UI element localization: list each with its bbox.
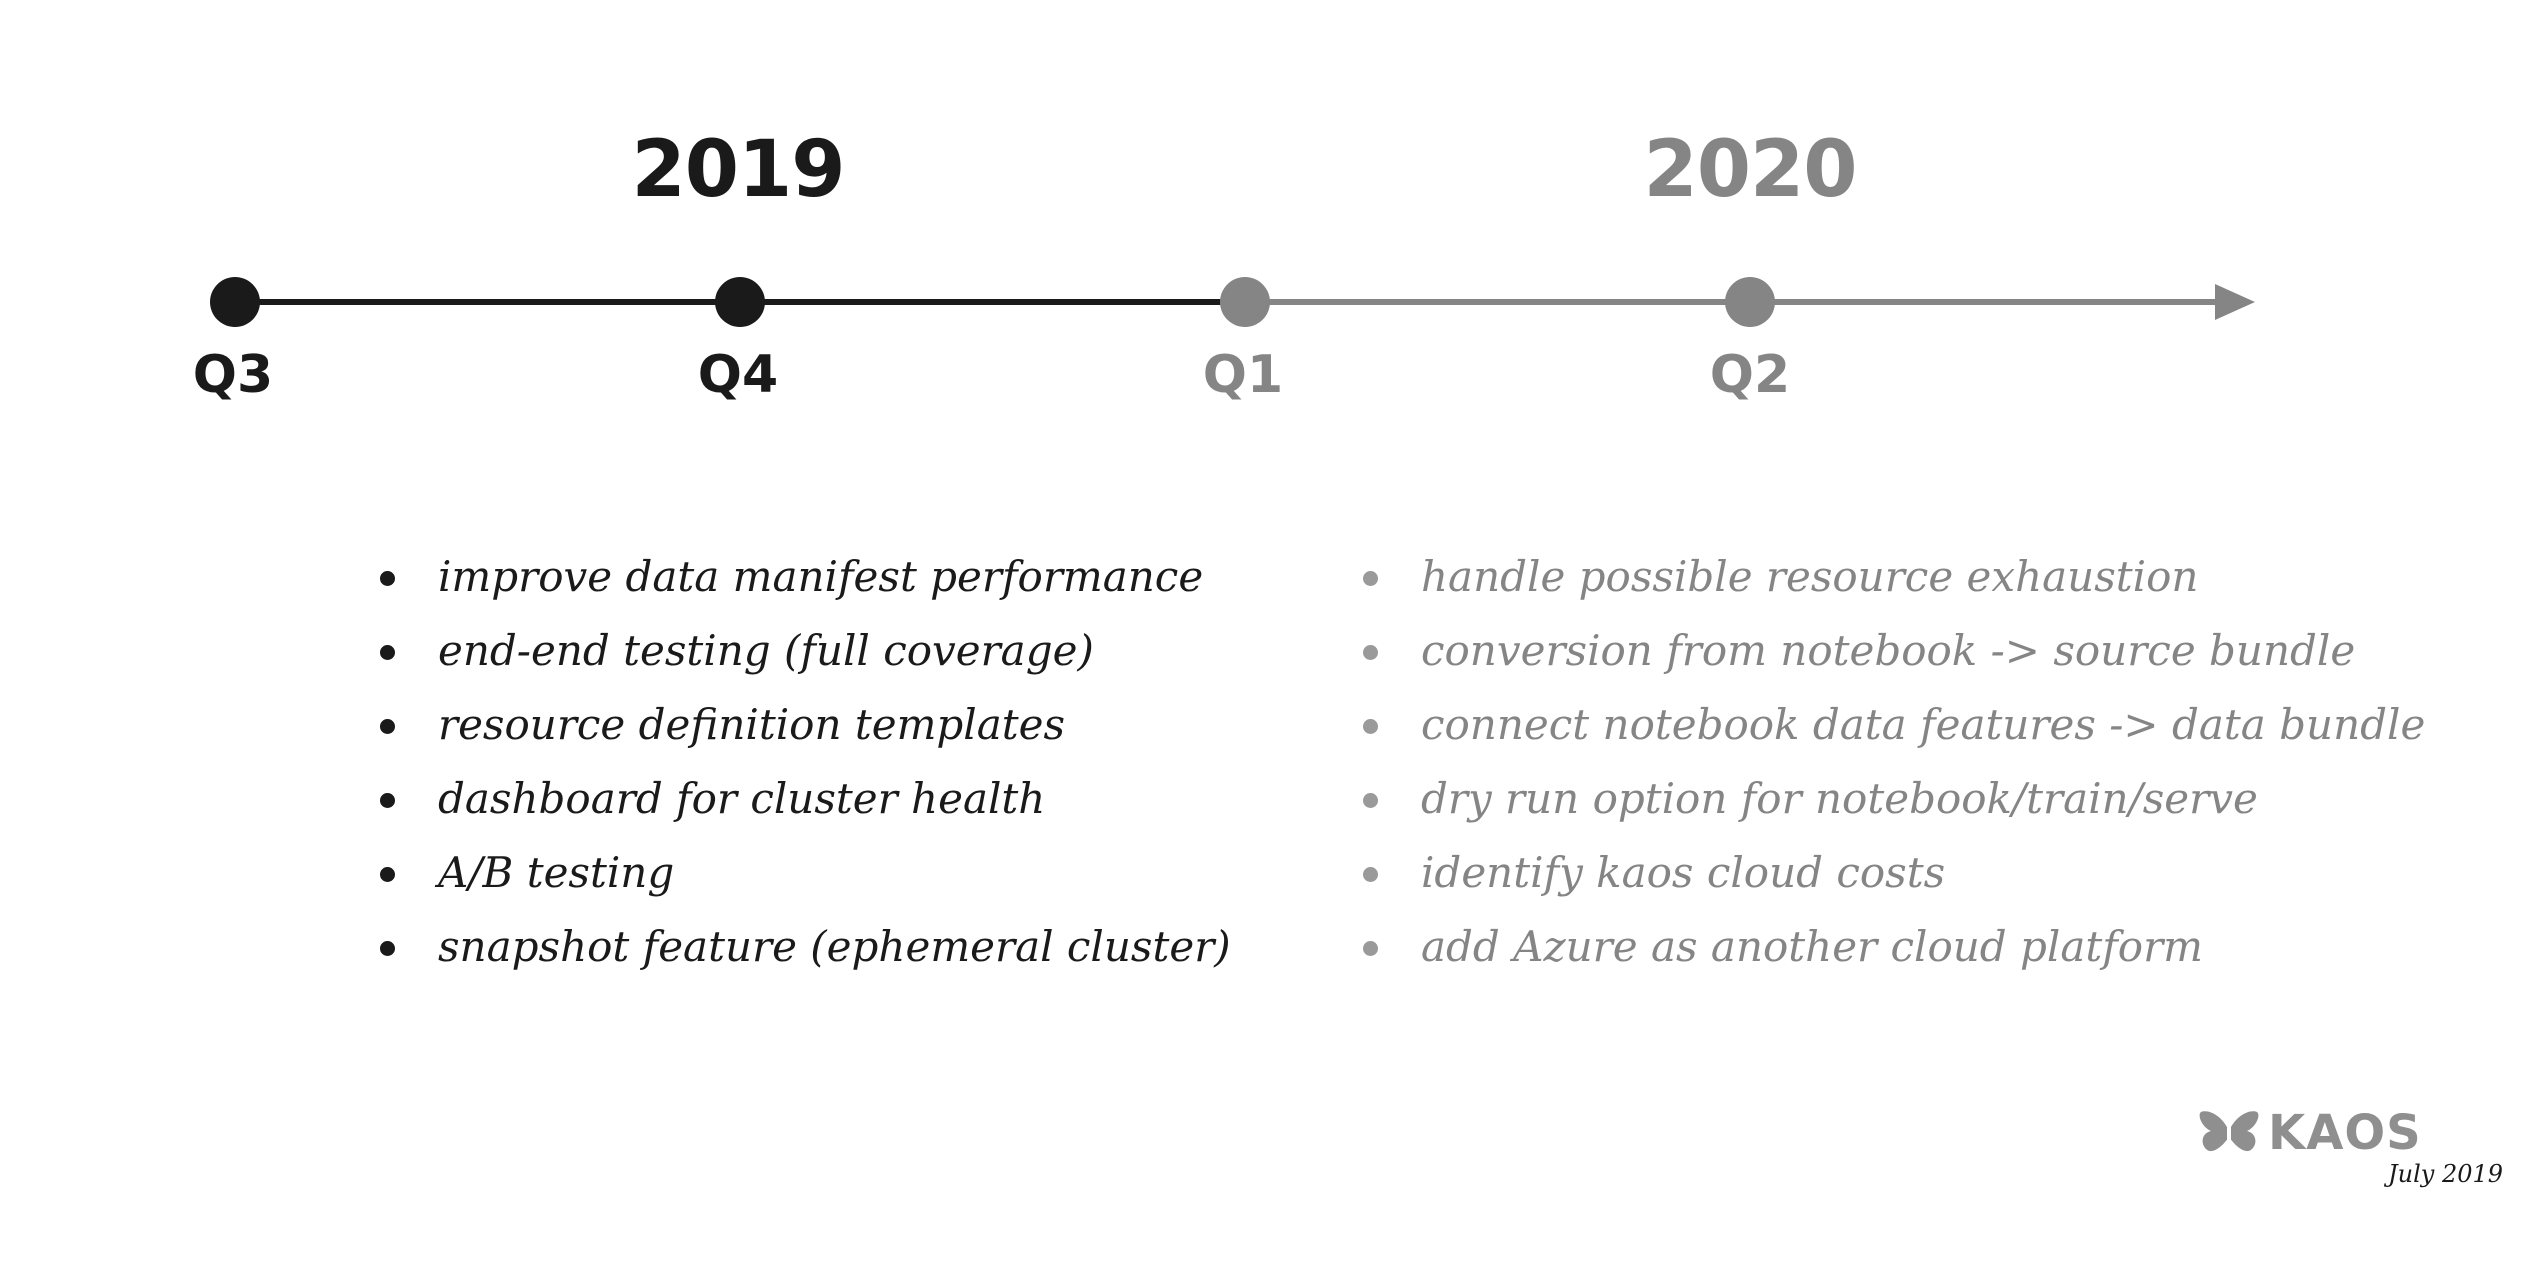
date-stamp: July 2019 [2388,1160,2504,1188]
kaos-logo: KAOS [2198,1105,2422,1161]
list-item: connect notebook data features -> data b… [1363,688,2425,762]
bullet-icon [1363,645,1378,660]
quarter-label-q4: Q4 [697,345,779,405]
list-item-text: dry run option for notebook/train/serve [1421,774,2258,823]
list-item: identify kaos cloud costs [1363,836,2425,910]
timeline-arrowhead [2215,284,2255,320]
quarter-label-q2: Q2 [1709,345,1791,405]
butterfly-icon [2199,1111,2259,1152]
bullet-icon [1363,867,1378,882]
timeline-node-q1 [1220,277,1270,327]
list-item: improve data manifest performance [380,540,1231,614]
timeline-node-q4 [715,277,765,327]
bullet-icon [380,867,395,882]
list-item-text: handle possible resource exhaustion [1421,552,2199,601]
bullet-icon [380,571,395,586]
list-item: add Azure as another cloud platform [1363,910,2425,984]
bullet-icon [380,941,395,956]
list-item-text: identify kaos cloud costs [1421,848,1946,897]
list-item: A/B testing [380,836,1231,910]
bullet-icon [380,793,395,808]
list-item: snapshot feature (ephemeral cluster) [380,910,1231,984]
list-item: handle possible resource exhaustion [1363,540,2425,614]
list-item-text: resource definition templates [438,700,1066,749]
roadmap-list-2020: handle possible resource exhaustion conv… [1363,540,2425,984]
year-label-2019: 2019 [631,125,845,215]
list-item-text: conversion from notebook -> source bundl… [1421,626,2356,675]
year-label-2020: 2020 [1643,125,1857,215]
roadmap-list-2019: improve data manifest performance end-en… [380,540,1231,984]
bullet-icon [380,645,395,660]
list-item: dry run option for notebook/train/serve [1363,762,2425,836]
timeline-node-q2 [1725,277,1775,327]
list-item: conversion from notebook -> source bundl… [1363,614,2425,688]
bullet-icon [380,719,395,734]
list-item-text: improve data manifest performance [438,552,1204,601]
logo-text: KAOS [2268,1105,2422,1161]
timeline-node-q3 [210,277,260,327]
bullet-icon [1363,941,1378,956]
bullet-icon [1363,719,1378,734]
list-item: resource definition templates [380,688,1231,762]
bullet-icon [1363,571,1378,586]
list-item-text: end-end testing (full coverage) [438,626,1094,675]
list-item-text: connect notebook data features -> data b… [1421,700,2426,749]
quarter-label-q3: Q3 [192,345,274,405]
list-item-text: A/B testing [438,848,675,897]
list-item: end-end testing (full coverage) [380,614,1231,688]
list-item-text: snapshot feature (ephemeral cluster) [438,922,1231,971]
quarter-label-q1: Q1 [1202,345,1284,405]
timeline [210,277,2255,327]
list-item: dashboard for cluster health [380,762,1231,836]
list-item-text: dashboard for cluster health [438,774,1046,823]
list-item-text: add Azure as another cloud platform [1421,922,2203,971]
bullet-icon [1363,793,1378,808]
